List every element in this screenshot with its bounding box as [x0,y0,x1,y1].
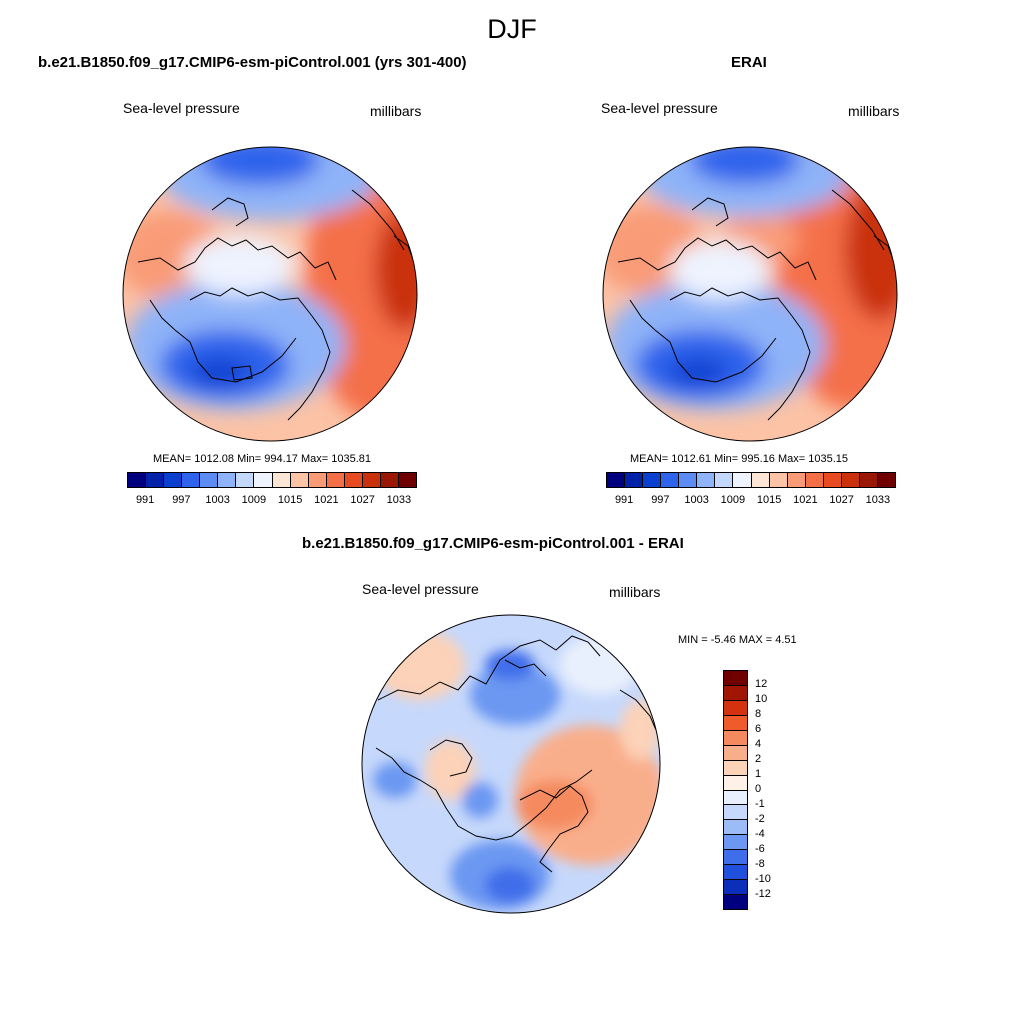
colorbar-swatch [724,805,747,821]
colorbar-swatch [805,473,824,487]
colorbar-swatch [715,473,734,487]
colorbar-tick-label: 8 [755,708,762,720]
colorbar-swatch [724,790,747,806]
obs-panel-title: ERAI [731,54,767,71]
colorbar-swatch [724,775,747,791]
diff-panel-title: b.e21.B1850.f09_g17.CMIP6-esm-piControl.… [302,535,684,552]
colorbar-tick-label: 1033 [386,494,412,506]
colorbar-tick-label: -4 [755,828,765,840]
colorbar-swatch [625,473,644,487]
colorbar-swatch [724,730,747,746]
colorbar-swatch [724,880,747,896]
colorbar-swatch [128,473,147,487]
colorbar-swatch [344,473,363,487]
obs-units-label: millibars [848,103,900,119]
model-units-label: millibars [370,103,422,119]
model-stats: MEAN= 1012.08 Min= 994.17 Max= 1035.81 [153,453,372,465]
colorbar-swatch [308,473,327,487]
colorbar-tick-label: 1021 [314,494,339,506]
colorbar-swatch [164,473,183,487]
diff-variable-label: Sea-level pressure [362,581,479,597]
colorbar-tick-label: -8 [755,858,765,870]
colorbar-swatch [661,473,680,487]
colorbar-swatch [841,473,860,487]
colorbar-swatch [751,473,770,487]
colorbar-swatch [724,820,747,836]
colorbar-swatch [724,671,747,686]
colorbar-tick-label: 1015 [277,494,303,506]
colorbar-tick-label: 1033 [865,494,891,506]
colorbar-tick-label: 10 [755,693,768,705]
colorbar-tick-label: 997 [651,494,670,506]
colorbar-swatch [236,473,255,487]
obs-stats: MEAN= 1012.61 Min= 995.16 Max= 1035.15 [630,453,849,465]
colorbar-swatch [724,685,747,701]
colorbar-swatch [218,473,237,487]
model-colorbar [127,472,417,488]
colorbar-tick-label: 991 [135,494,155,506]
colorbar-swatch [643,473,662,487]
colorbar-tick-label: -12 [755,888,771,900]
colorbar-swatch [326,473,345,487]
colorbar-swatch [724,865,747,881]
colorbar-swatch [398,473,416,487]
colorbar-swatch [146,473,165,487]
colorbar-swatch [787,473,806,487]
colorbar-tick-label: 2 [755,753,762,765]
colorbar-swatch [607,473,626,487]
colorbar-tick-label: 1 [755,768,762,780]
colorbar-swatch [733,473,752,487]
diff-stats: MIN = -5.46 MAX = 4.51 [678,634,797,646]
colorbar-tick-label: 1027 [829,494,854,506]
colorbar-tick-label: 991 [614,494,634,506]
diff-units-label: millibars [609,584,661,600]
colorbar-tick-label: -2 [755,813,765,825]
colorbar-tick-label: 1009 [241,494,267,506]
figure-title: DJF [487,14,537,44]
colorbar-tick-label: 997 [172,494,191,506]
colorbar-swatch [724,715,747,731]
colorbar-swatch [724,760,747,776]
model-panel-title: b.e21.B1850.f09_g17.CMIP6-esm-piControl.… [38,54,467,71]
obs-colorbar [606,472,896,488]
colorbar-swatch [724,895,747,909]
colorbar-swatch [724,835,747,851]
colorbar-tick-label: -10 [755,873,771,885]
colorbar-tick-label: 4 [755,738,762,750]
colorbar-swatch [769,473,788,487]
colorbar-tick-label: 1027 [350,494,375,506]
colorbar-swatch [272,473,291,487]
colorbar-tick-label: 6 [755,723,762,735]
colorbar-tick-label: 1015 [756,494,782,506]
colorbar-tick-label: 12 [755,678,768,690]
colorbar-tick-label: 1009 [720,494,746,506]
colorbar-swatch [254,473,273,487]
colorbar-swatch [697,473,716,487]
colorbar-swatch [724,700,747,716]
colorbar-swatch [362,473,381,487]
diff-colorbar [723,670,748,910]
colorbar-swatch [182,473,201,487]
model-variable-label: Sea-level pressure [123,100,240,116]
colorbar-swatch [724,850,747,866]
obs-variable-label: Sea-level pressure [601,100,718,116]
colorbar-swatch [877,473,895,487]
colorbar-tick-label: 1021 [793,494,818,506]
colorbar-tick-label: 1003 [684,494,709,506]
colorbar-tick-label: 1003 [205,494,230,506]
colorbar-tick-label: -6 [755,843,765,855]
colorbar-swatch [200,473,219,487]
colorbar-swatch [679,473,698,487]
colorbar-swatch [724,745,747,761]
colorbar-swatch [290,473,309,487]
colorbar-tick-label: -1 [755,798,765,810]
colorbar-tick-label: 0 [755,783,762,795]
colorbar-swatch [380,473,399,487]
colorbar-swatch [859,473,878,487]
colorbar-swatch [823,473,842,487]
